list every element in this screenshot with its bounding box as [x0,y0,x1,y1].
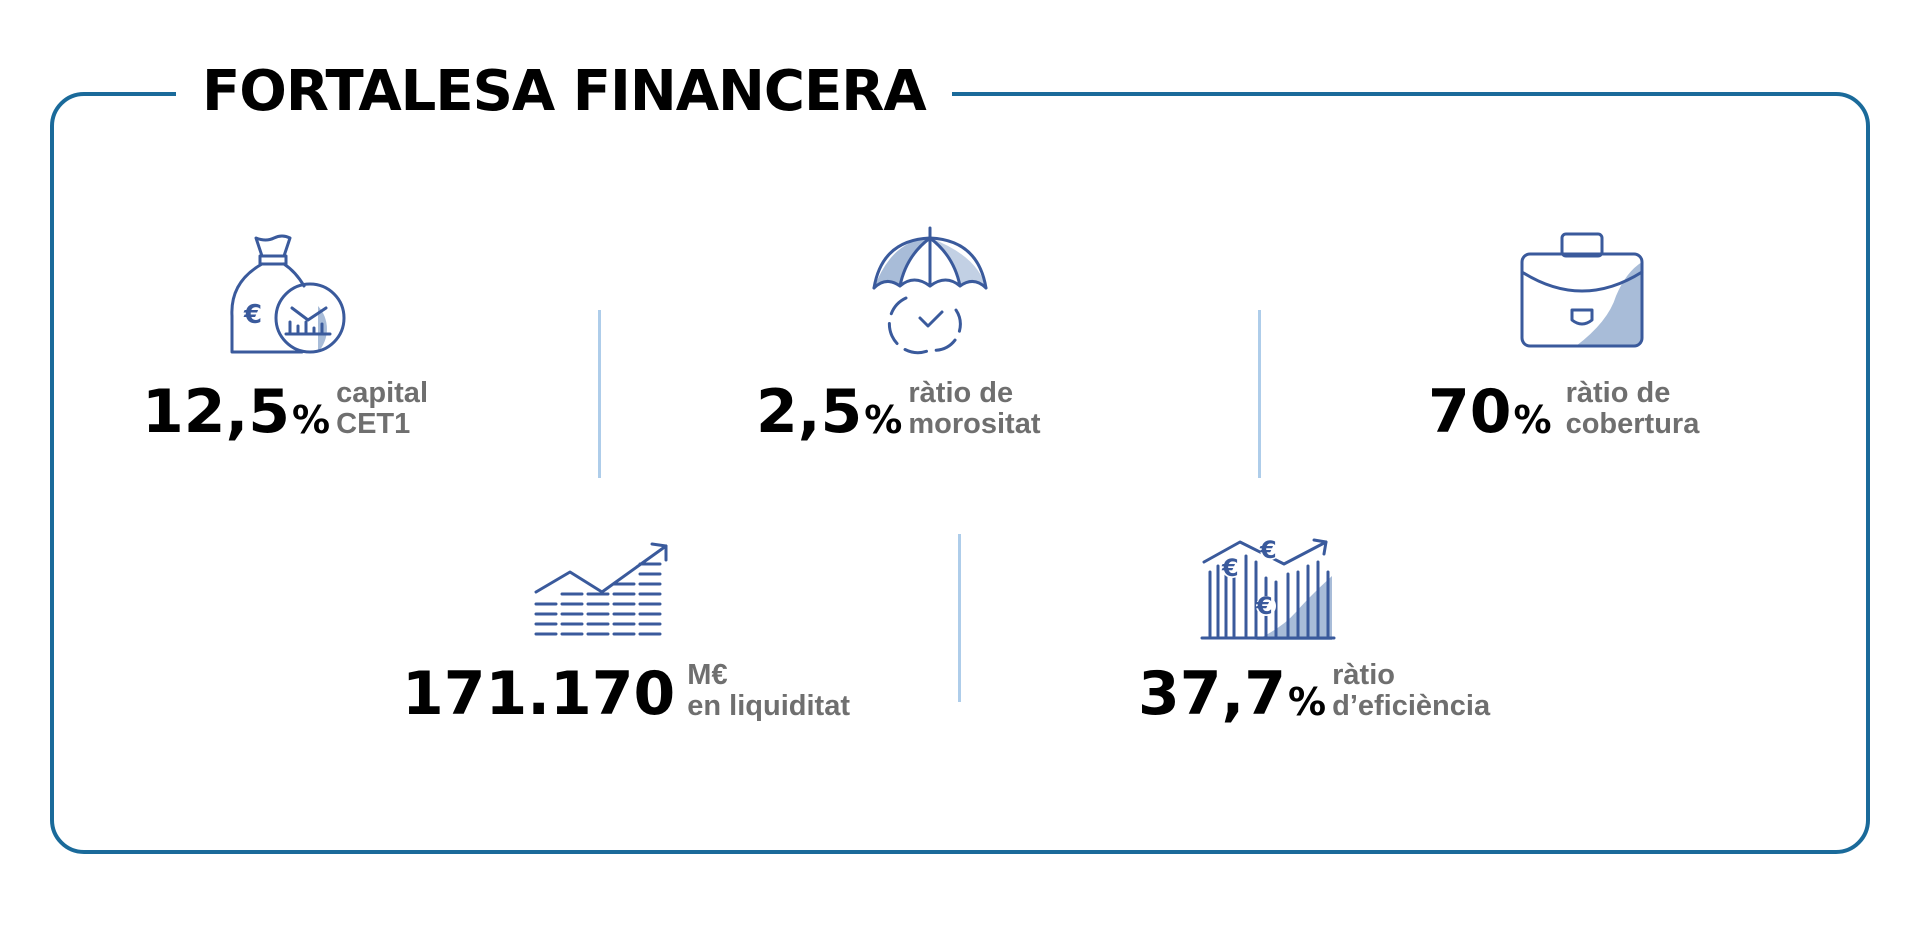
stat-label: ràtio de cobertura [1566,378,1700,440]
separator-2 [1258,310,1261,478]
stat-label: ràtio de morositat [908,378,1040,440]
stat-label-line1: capital [336,377,428,409]
euro-glyph: € [243,300,262,330]
stat-label-line2: en liquiditat [687,690,850,722]
page-title: FORTALESA FINANCERA [176,52,952,132]
stat-value: 2,5 [756,377,863,447]
stat-label: M€ en liquiditat [687,660,850,722]
stat-unit: % [292,398,331,442]
stat-label-line2: d’eficiència [1332,690,1491,722]
stat-value: 12,5 [142,377,291,447]
stat-value: 171.170 [402,659,676,729]
growth-chart-icon [534,542,668,636]
stat-ratio-cobertura: 70 % ràtio de cobertura [1428,377,1700,447]
separator-3 [958,534,961,702]
stat-label-line1: M€ [687,659,728,691]
euro-glyph: € [1259,536,1277,564]
umbrella-icon [872,226,988,355]
stat-label: ràtio d’eficiència [1332,660,1490,722]
stat-capital-cet1: 12,5 % capital CET1 [142,377,428,447]
stat-label-line2: cobertura [1565,408,1700,440]
stat-liquiditat: 171.170 M€ en liquiditat [402,659,850,729]
briefcase-icon [1520,232,1644,348]
stat-value: 37,7 [1138,659,1287,729]
stat-ratio-morositat: 2,5 % ràtio de morositat [756,377,1041,447]
stat-unit: % [1288,680,1327,724]
content-frame [50,92,1870,854]
stat-label-line1: ràtio de [1565,377,1671,409]
stat-label-line1: ràtio [1332,659,1395,691]
stat-label-line1: ràtio de [908,377,1014,409]
stat-unit: % [1513,398,1552,442]
stat-label: capital CET1 [336,378,428,440]
money-bag-icon: € [230,234,346,354]
euro-glyph: € [1221,554,1239,582]
euro-glyph: € [1255,592,1273,620]
stat-unit: % [864,398,903,442]
euro-bars-icon: € € € [1200,536,1336,640]
stat-label-line2: morositat [908,408,1041,440]
stat-value: 70 [1428,377,1512,447]
stat-ratio-eficiencia: 37,7 % ràtio d’eficiència [1138,659,1490,729]
separator-1 [598,310,601,478]
stat-label-line2: CET1 [336,408,411,440]
